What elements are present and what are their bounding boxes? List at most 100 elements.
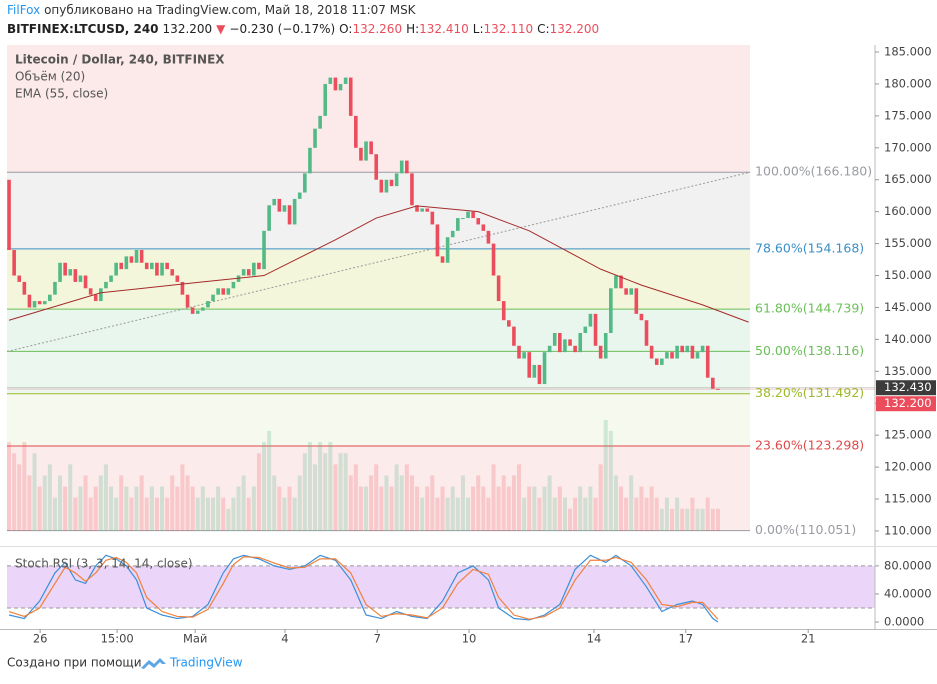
volume-bar xyxy=(624,497,629,531)
author[interactable]: FilFox xyxy=(7,3,41,17)
ohlc-key: H: xyxy=(406,22,420,36)
volume-bar xyxy=(170,475,175,531)
candle-body xyxy=(175,275,180,282)
volume-bar xyxy=(486,497,491,531)
candle-body xyxy=(348,77,353,116)
footer-brand[interactable]: TradingView xyxy=(169,656,243,670)
candle-body xyxy=(588,313,593,327)
volume-bar xyxy=(379,486,384,531)
candle-body xyxy=(476,218,481,225)
candle-body xyxy=(435,224,440,257)
volume-bar xyxy=(593,497,598,531)
volume-bar xyxy=(537,497,542,531)
candle-body xyxy=(88,288,93,295)
x-tick-label: Май xyxy=(183,632,207,646)
volume-bar xyxy=(22,442,27,531)
fib-zone xyxy=(7,248,751,310)
candle-body xyxy=(644,320,649,346)
candle-body xyxy=(705,345,710,378)
candle-body xyxy=(466,211,470,219)
candle-body xyxy=(624,288,628,295)
volume-bar xyxy=(654,497,659,531)
candle-body xyxy=(165,262,169,270)
volume-bar xyxy=(532,486,537,531)
price-label: 132.200 xyxy=(884,396,932,410)
volume-bar xyxy=(58,475,63,531)
volume-bar xyxy=(47,464,52,531)
candle-body xyxy=(303,173,307,193)
volume-bar xyxy=(506,486,511,531)
candle-body xyxy=(512,326,516,346)
volume-bar xyxy=(598,464,603,531)
volume-bar xyxy=(307,442,312,531)
fib-label: 78.60%(154.168) xyxy=(755,240,864,255)
candle-body xyxy=(99,288,103,302)
legend-entry: Объём (20) xyxy=(15,70,85,84)
candle-body xyxy=(343,77,348,84)
volume-bar xyxy=(154,497,159,531)
volume-bar xyxy=(568,508,573,531)
volume-bar xyxy=(389,486,394,531)
volume-bar xyxy=(160,486,165,531)
volume-bar xyxy=(440,486,445,531)
volume-bar xyxy=(409,475,414,531)
candle-body xyxy=(42,301,47,305)
x-tick-label: 15:00 xyxy=(101,632,134,646)
candle-body xyxy=(593,313,598,346)
candle-body xyxy=(369,141,373,155)
candle-body xyxy=(568,339,572,346)
volume-bar xyxy=(481,486,486,531)
candle-body xyxy=(53,281,57,295)
candle-body xyxy=(547,345,552,353)
fib-label: 100.00%(166.180) xyxy=(755,164,872,179)
candle-body xyxy=(578,332,583,353)
candle-body xyxy=(211,294,215,302)
candle-body xyxy=(277,198,282,212)
y-tick-label: 165.000 xyxy=(884,172,932,186)
candle-body xyxy=(48,294,52,302)
candle-body xyxy=(461,218,465,220)
volume-bar xyxy=(185,475,190,531)
volume-bar xyxy=(333,464,338,531)
x-tick-label: 26 xyxy=(33,632,48,646)
volume-bar xyxy=(700,508,705,531)
trend-line xyxy=(6,171,751,352)
volume-bar xyxy=(190,486,195,531)
ohlc-key: L: xyxy=(472,22,484,36)
symbol: BITFINEX:LTCUSD, 240 xyxy=(7,22,159,36)
ema-line xyxy=(8,205,749,323)
candle-body xyxy=(639,313,644,321)
volume-bar xyxy=(705,497,710,531)
price-label-box xyxy=(876,380,936,396)
fib-zone xyxy=(7,309,751,352)
candle-body xyxy=(246,269,251,276)
candle-body xyxy=(354,115,358,148)
fib-zone xyxy=(7,393,751,447)
legend-entry: EMA (55, close) xyxy=(15,87,108,101)
header-line: FilFox опубликовано на TradingView.com, … xyxy=(7,3,416,17)
volume-bar xyxy=(425,486,430,531)
candle-body xyxy=(629,288,634,295)
candle-body xyxy=(532,364,537,378)
candle-body xyxy=(456,218,460,231)
logo[interactable] xyxy=(141,658,166,669)
volume-bar xyxy=(547,475,552,531)
fib-label: 0.00%(110.051) xyxy=(755,522,856,537)
ohlc: O:132.260 H:132.410 L:132.110 C:132.200 xyxy=(339,22,603,36)
volume-bar xyxy=(583,497,588,531)
candle-body xyxy=(63,262,67,276)
volume-bar xyxy=(12,453,17,531)
candle-body xyxy=(323,83,328,116)
volume-bar xyxy=(195,497,200,531)
volume-bar xyxy=(124,486,129,531)
candle-body xyxy=(231,281,236,289)
volume-bar xyxy=(562,497,567,531)
candle-body xyxy=(563,339,567,353)
price-label-box xyxy=(876,396,936,412)
candle-body xyxy=(150,262,154,270)
candle-body xyxy=(558,332,562,353)
ohlc-key: O: xyxy=(339,22,353,36)
candle-body xyxy=(83,275,88,289)
volume-bar xyxy=(353,464,358,531)
